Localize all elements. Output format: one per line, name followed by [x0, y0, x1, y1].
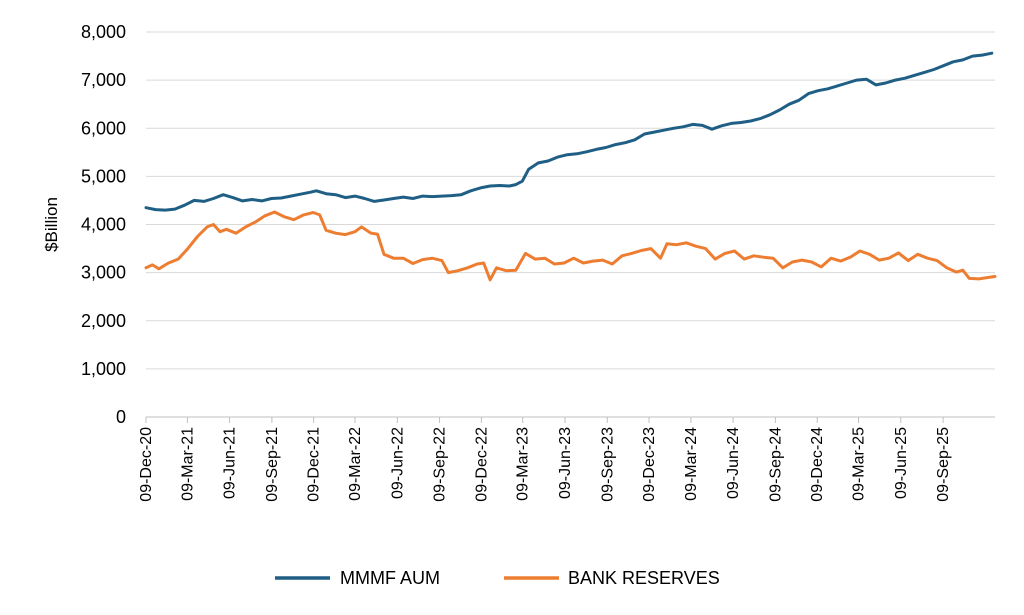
legend-label: MMMF AUM: [340, 568, 440, 588]
legend-label: BANK RESERVES: [568, 568, 720, 588]
x-tick-label: 09-Dec-20: [138, 427, 155, 502]
x-tick-label: 09-Dec-24: [809, 427, 826, 502]
y-tick-label: 6,000: [81, 118, 126, 138]
y-tick-label: 1,000: [81, 359, 126, 379]
legend: MMMF AUM BANK RESERVES: [275, 568, 720, 588]
y-tick-label: 2,000: [81, 311, 126, 331]
y-tick-label: 0: [116, 407, 126, 427]
x-tick-label: 09-Sep-23: [599, 427, 616, 502]
x-tick-label: 09-Mar-21: [179, 427, 196, 501]
x-tick-label: 09-Jun-24: [725, 427, 742, 499]
y-axis-title: $Billion: [42, 197, 61, 252]
y-tick-label: 8,000: [81, 22, 126, 42]
x-tick-label: 09-Sep-24: [767, 427, 784, 502]
y-axis: 0 1,000 2,000 3,000 4,000 5,000 6,000 7,000 8,00…: [81, 22, 126, 427]
x-tick-label: 09-Mar-24: [683, 427, 700, 501]
x-tick-label: 09-Jun-23: [557, 427, 574, 499]
x-tick-label: 09-Dec-21: [306, 427, 323, 502]
x-tick-label: 09-Dec-22: [473, 427, 490, 502]
x-tick-label: 09-Dec-23: [641, 427, 658, 502]
y-tick-label: 3,000: [81, 263, 126, 283]
series-line-mmmf-aum: [144, 51, 994, 212]
x-tick-label: 09-Mar-23: [515, 427, 532, 501]
y-tick-label: 7,000: [81, 70, 126, 90]
x-tick-label: 09-Jun-25: [893, 427, 910, 499]
y-tick-label: 5,000: [81, 166, 126, 186]
x-tick-label: 09-Sep-25: [935, 427, 952, 502]
x-tick-label: 09-Jun-22: [389, 427, 406, 499]
x-tick-label: 09-Jun-21: [222, 427, 239, 499]
y-tick-label: 4,000: [81, 215, 126, 235]
series-line-bank-reserves: [144, 210, 997, 282]
x-tick-label: 09-Mar-22: [347, 427, 364, 501]
grid-lines: [146, 31, 995, 370]
x-tick-label: 09-Sep-22: [432, 427, 449, 502]
x-tick-label: 09-Sep-21: [264, 427, 281, 502]
x-tick-label: 09-Mar-25: [851, 427, 868, 501]
series-lines: [144, 51, 997, 282]
x-axis: 09-Dec-20 09-Mar-21 09-Jun-21 09-Sep-21 09-D…: [138, 416, 995, 502]
